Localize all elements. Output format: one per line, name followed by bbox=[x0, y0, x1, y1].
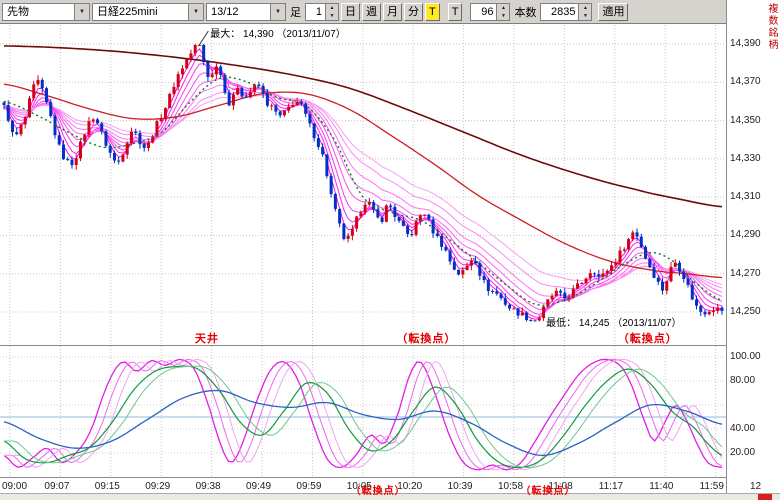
y-axis-price-label: 14,290 bbox=[730, 229, 761, 240]
chevron-down-icon[interactable]: ▼ bbox=[188, 4, 203, 20]
period-week-button[interactable]: 週 bbox=[362, 3, 381, 21]
instrument-type-select[interactable]: 先物 ▼ bbox=[2, 3, 90, 21]
instrument-type-value: 先物 bbox=[3, 4, 74, 20]
contract-month-value: 13/12 bbox=[207, 4, 270, 20]
candlesticks bbox=[3, 44, 724, 322]
instrument-select[interactable]: 日経225mini ▼ bbox=[92, 3, 204, 21]
y-axis-price-label: 14,250 bbox=[730, 306, 761, 317]
oscillator-axis-label: 100.00 bbox=[730, 351, 761, 362]
total-bars-value[interactable]: 2835 bbox=[541, 4, 578, 20]
interval-input[interactable]: 1 ▲▼ bbox=[305, 3, 339, 21]
period-minute-button[interactable]: 分 bbox=[404, 3, 423, 21]
ceiling-annotation: 天井 bbox=[195, 330, 219, 346]
chart-application: 先物 ▼ 日経225mini ▼ 13/12 ▼ 足 1 ▲▼ 日 週 月 分 … bbox=[0, 0, 780, 500]
x-axis-label: 11:59 bbox=[700, 481, 724, 492]
x-axis-label: 11:40 bbox=[649, 481, 673, 492]
visible-bars-input[interactable]: 96 ▲▼ bbox=[470, 3, 510, 21]
tick-button[interactable]: T bbox=[448, 3, 463, 21]
x-axis-label: 09:15 bbox=[95, 481, 120, 492]
turning-point-annotation: （転換点） bbox=[618, 330, 678, 346]
x-axis-label: 12 bbox=[750, 481, 761, 492]
bars-count-label: 本数 bbox=[514, 4, 536, 20]
y-axis-price-label: 14,330 bbox=[730, 153, 761, 164]
x-axis-label: 10:39 bbox=[448, 481, 473, 492]
chevron-down-icon[interactable]: ▼ bbox=[74, 4, 89, 20]
total-bars-spinner[interactable]: ▲▼ bbox=[578, 4, 591, 20]
turning-point-annotation: （転換点） bbox=[396, 330, 456, 346]
x-axis-label: 10:58 bbox=[498, 481, 523, 492]
min-annotation: 最低： 14,245 （2013/11/07） bbox=[546, 314, 681, 329]
instrument-value: 日経225mini bbox=[93, 4, 188, 20]
tick-toggle-button[interactable]: T bbox=[425, 3, 440, 21]
y-axis-price-label: 14,370 bbox=[730, 76, 761, 87]
price-chart-canvas bbox=[0, 0, 780, 500]
spin-up-icon[interactable]: ▲ bbox=[579, 4, 591, 12]
scrollbar-marker[interactable] bbox=[758, 494, 772, 500]
spin-down-icon[interactable]: ▼ bbox=[326, 12, 338, 20]
oscillator-axis-label: 40.00 bbox=[730, 423, 755, 434]
period-month-button[interactable]: 月 bbox=[383, 3, 402, 21]
max-annotation: 最大： 14,390 （2013/11/07） bbox=[210, 25, 345, 40]
price-axis-panel bbox=[726, 0, 780, 494]
bar-type-label: 足 bbox=[290, 4, 301, 20]
turning-point-annotation: （転換点） bbox=[351, 482, 406, 497]
multi-symbol-label: 複数銘柄 bbox=[764, 3, 779, 51]
spin-up-icon[interactable]: ▲ bbox=[326, 4, 338, 12]
x-axis-label: 09:07 bbox=[44, 481, 69, 492]
period-day-button[interactable]: 日 bbox=[341, 3, 360, 21]
spin-down-icon[interactable]: ▼ bbox=[497, 12, 509, 20]
visible-bars-value[interactable]: 96 bbox=[471, 4, 496, 20]
spin-up-icon[interactable]: ▲ bbox=[497, 4, 509, 12]
oscillator-axis-label: 80.00 bbox=[730, 375, 755, 386]
spin-down-icon[interactable]: ▼ bbox=[579, 12, 591, 20]
oscillator-axis-label: 20.00 bbox=[730, 447, 755, 458]
chevron-down-icon[interactable]: ▼ bbox=[270, 4, 285, 20]
y-axis-price-label: 14,270 bbox=[730, 268, 761, 279]
toolbar: 先物 ▼ 日経225mini ▼ 13/12 ▼ 足 1 ▲▼ 日 週 月 分 … bbox=[0, 0, 726, 24]
x-axis-label: 09:38 bbox=[196, 481, 221, 492]
x-axis-label: 11:17 bbox=[599, 481, 623, 492]
interval-spinner[interactable]: ▲▼ bbox=[325, 4, 338, 20]
y-axis-price-label: 14,350 bbox=[730, 115, 761, 126]
x-axis-label: 09:59 bbox=[296, 481, 321, 492]
interval-value[interactable]: 1 bbox=[306, 4, 325, 20]
visible-bars-spinner[interactable]: ▲▼ bbox=[496, 4, 509, 20]
total-bars-input[interactable]: 2835 ▲▼ bbox=[540, 3, 592, 21]
contract-month-select[interactable]: 13/12 ▼ bbox=[206, 3, 286, 21]
x-axis-label: 09:00 bbox=[2, 481, 27, 492]
turning-point-annotation: （転換点） bbox=[520, 482, 575, 497]
apply-button[interactable]: 適用 bbox=[598, 3, 628, 21]
x-axis-label: 09:49 bbox=[246, 481, 271, 492]
y-axis-price-label: 14,390 bbox=[730, 38, 761, 49]
x-axis-label: 09:29 bbox=[145, 481, 170, 492]
y-axis-price-label: 14,310 bbox=[730, 191, 761, 202]
